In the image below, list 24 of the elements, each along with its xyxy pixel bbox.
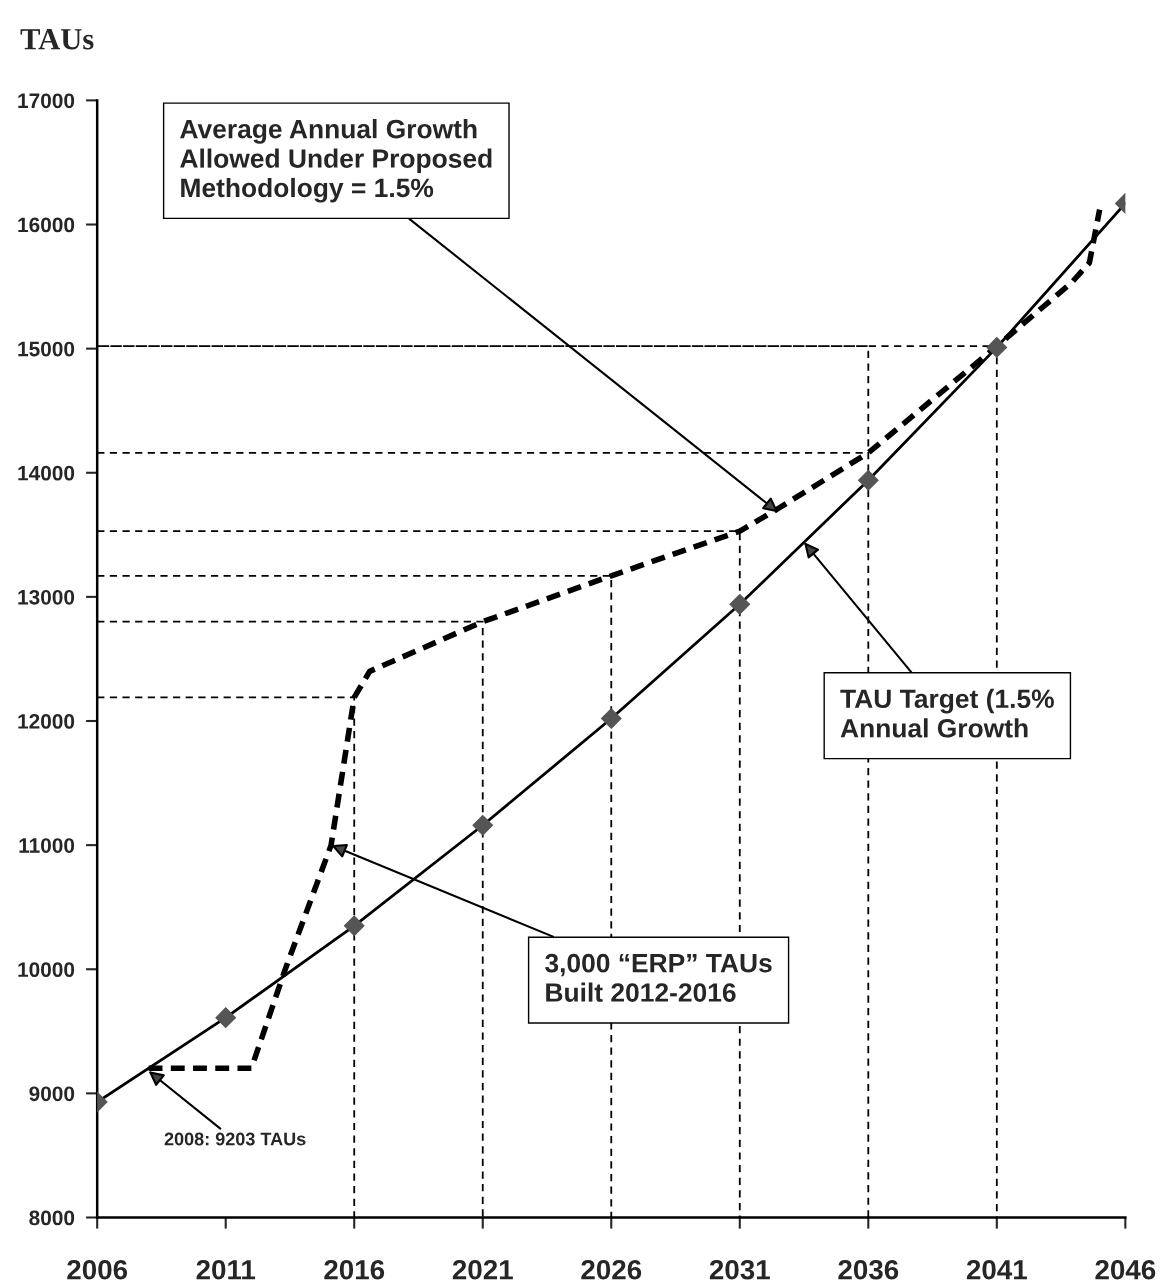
y-tick-label: 16000 — [18, 217, 75, 233]
x-tick-label: 2011 — [196, 1259, 256, 1280]
x-tick-label: 2021 — [452, 1259, 513, 1280]
x-tick-label: 2031 — [709, 1259, 770, 1280]
y-tick-label: 8000 — [29, 1210, 75, 1226]
x-tick-label: 2046 — [1095, 1259, 1156, 1280]
x-tick-label: 2026 — [581, 1259, 642, 1280]
y-tick-label: 14000 — [18, 465, 75, 481]
y-tick-label: 9000 — [29, 1086, 75, 1102]
y-tick-label: 10000 — [18, 962, 75, 978]
y-tick-label: 17000 — [18, 93, 75, 109]
x-tick-label: 2041 — [966, 1259, 1027, 1280]
y-tick-label: 12000 — [18, 714, 75, 729]
x-tick-label: 2006 — [67, 1259, 128, 1280]
x-tick-label: 2016 — [324, 1259, 385, 1280]
y-tick-label: 11000 — [19, 838, 75, 853]
y-tick-label: 15000 — [18, 341, 75, 357]
y-axis-title: TAUs — [20, 29, 94, 50]
annotation: 3,000 “ERP” TAUs Built 2012-2016 — [545, 953, 772, 1002]
annotation: Average Annual Growth Allowed Under Proposed Methodology = 1.5% — [180, 119, 492, 203]
y-tick-label: 13000 — [18, 589, 75, 605]
x-tick-label: 2036 — [838, 1259, 899, 1280]
annotation: TAU Target (1.5% Annual Growth — [840, 688, 1054, 738]
annotation: 2008: 9203 TAUs — [164, 1132, 306, 1146]
